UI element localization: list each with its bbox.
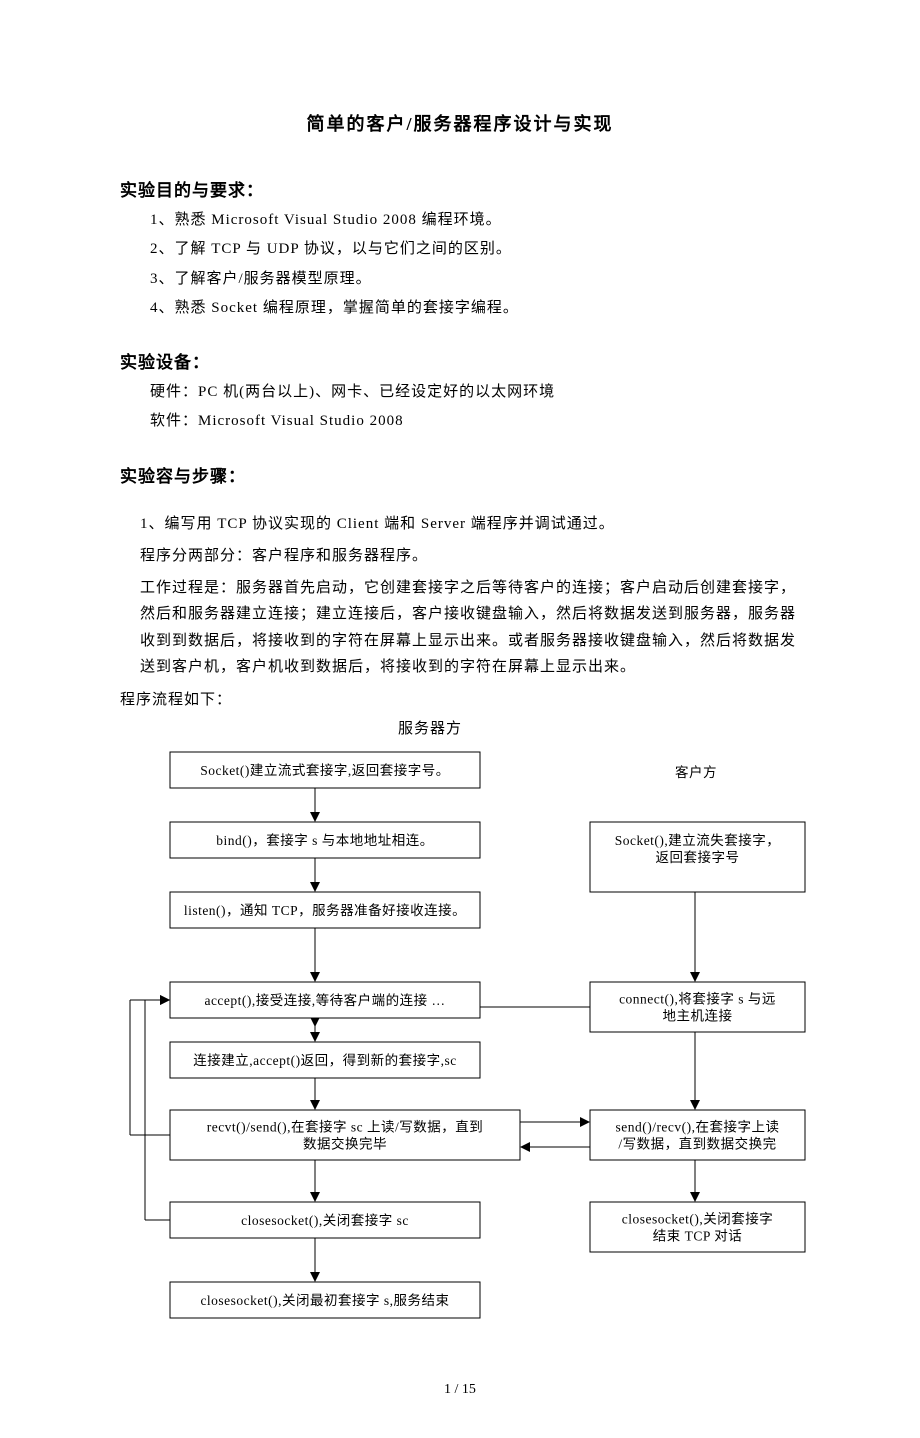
flowchart: 客户方 Socket()建立流式套接字,返回套接字号。 bind()，套接字 s 与… xyxy=(120,742,820,1362)
svg-text:客户方: 客户方 xyxy=(675,764,717,780)
s1-item-2: 3、了解客户/服务器模型原理。 xyxy=(150,268,800,291)
s1-item-3: 4、熟悉 Socket 编程原理，掌握简单的套接字编程。 xyxy=(150,297,800,320)
server-label: 服务器方 xyxy=(280,717,580,738)
s1-item-1: 2、了解 TCP 与 UDP 协议，以与它们之间的区别。 xyxy=(150,238,800,261)
svg-text:bind()，套接字 s 与本地地址相连。: bind()，套接字 s 与本地地址相连。 xyxy=(216,832,434,848)
s1-item-0: 1、熟悉 Microsoft Visual Studio 2008 编程环境。 xyxy=(150,209,800,232)
svg-text:listen()，通知 TCP，服务器准备好接收连接。: listen()，通知 TCP，服务器准备好接收连接。 xyxy=(184,902,466,918)
s3-p4: 程序流程如下： xyxy=(120,688,800,709)
svg-text:closesocket(),关闭最初套接字 s,服务结束: closesocket(),关闭最初套接字 s,服务结束 xyxy=(200,1292,449,1308)
s3-p1: 1、编写用 TCP 协议实现的 Client 端和 Server 端程序并调试通… xyxy=(140,511,800,537)
svg-text:closesocket(),关闭套接字 sc: closesocket(),关闭套接字 sc xyxy=(241,1212,409,1228)
page-number: 1 / 15 xyxy=(120,1382,800,1398)
page-title: 简单的客户/服务器程序设计与实现 xyxy=(120,110,800,136)
section1-head: 实验目的与要求： xyxy=(120,176,800,201)
s3-p3: 工作过程是：服务器首先启动，它创建套接字之后等待客户的连接；客户启动后创建套接字… xyxy=(140,575,800,680)
svg-text:Socket()建立流式套接字,返回套接字号。: Socket()建立流式套接字,返回套接字号。 xyxy=(200,762,450,778)
s2-item-1: 软件：Microsoft Visual Studio 2008 xyxy=(150,410,800,433)
s3-p2: 程序分两部分：客户程序和服务器程序。 xyxy=(140,543,800,569)
section2-head: 实验设备： xyxy=(120,348,800,373)
svg-text:连接建立,accept()返回，得到新的套接字,sc: 连接建立,accept()返回，得到新的套接字,sc xyxy=(193,1052,456,1068)
svg-text:accept(),接受连接,等待客户端的连接 …: accept(),接受连接,等待客户端的连接 … xyxy=(204,992,445,1008)
s2-item-0: 硬件：PC 机(两台以上)、网卡、已经设定好的以太网环境 xyxy=(150,381,800,404)
section3-head: 实验容与步骤： xyxy=(120,462,800,487)
